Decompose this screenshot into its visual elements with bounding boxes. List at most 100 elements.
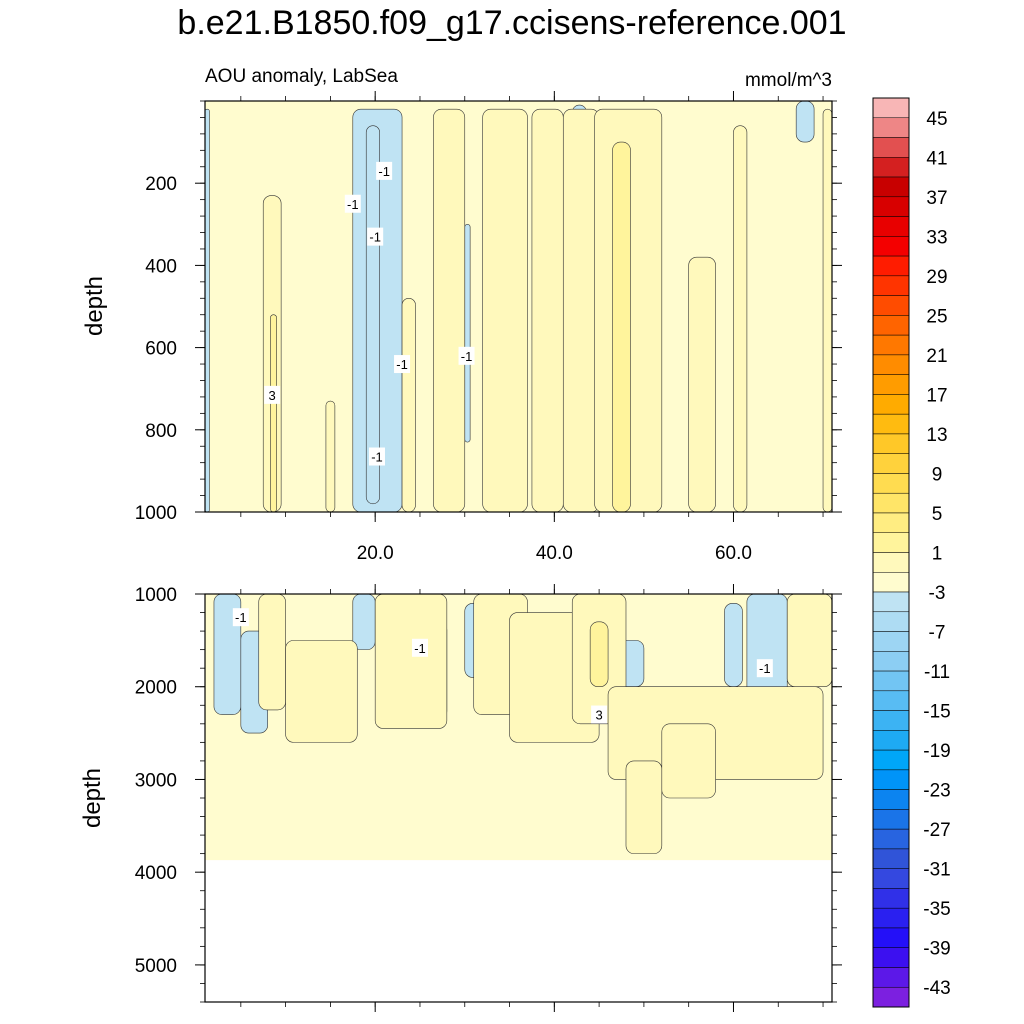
colorbar-label-1: 41	[926, 148, 947, 169]
lower-panel: 1000 2000 3000 4000 5000 -1 -1 3 -1	[135, 584, 842, 1012]
lower-contour-region-10	[374, 593, 448, 729]
colorbar-swatch-39	[872, 868, 910, 889]
colorbar-label-13: -7	[929, 623, 946, 644]
colorbar-label-5: 25	[926, 306, 947, 327]
lower-contour-region-18	[786, 593, 833, 688]
upper-contour-label-box-3	[394, 355, 411, 374]
colorbar-swatch-6	[872, 216, 910, 237]
colorbar-swatch-37	[872, 828, 910, 850]
colorbar-label-12: -3	[929, 583, 946, 604]
colorbar-swatch-5	[872, 196, 910, 217]
colorbar-swatch-1	[872, 117, 910, 138]
colorbar-swatch-23	[872, 552, 910, 573]
colorbar-swatch-0	[872, 97, 910, 119]
upper-contour-region-15	[612, 141, 631, 513]
lower-contour-label-2: 3	[595, 708, 602, 723]
upper-contour-region-10	[433, 108, 466, 513]
colorbar-swatch-15	[872, 394, 910, 415]
colorbar-swatch-16	[872, 413, 910, 435]
upper-contour-region-17	[733, 125, 748, 513]
colorbar-label-17: -23	[923, 781, 950, 802]
lower-ylabel: depth	[79, 768, 106, 828]
upper-contour-region-5	[795, 100, 815, 143]
upper-ytick-label-1: 400	[145, 256, 177, 277]
colorbar-swatch-3	[872, 157, 910, 178]
upper-contour-label-3: -1	[396, 357, 408, 372]
colorbar-label-0: 45	[926, 109, 947, 130]
lower-contour-region-2	[352, 593, 376, 650]
xtick-label-0: 20.0	[357, 543, 394, 564]
upper-contour-label-box-4	[458, 346, 475, 365]
upper-ytick-label-3: 800	[145, 421, 177, 442]
colorbar-swatch-8	[872, 255, 910, 277]
upper-contour-label-5: 3	[269, 388, 276, 403]
lower-contour-region-8	[258, 593, 286, 711]
colorbar-label-21: -39	[923, 939, 950, 960]
colorbar-label-15: -15	[923, 702, 950, 723]
lower-contour-label-box-2	[591, 705, 608, 724]
colorbar-label-19: -31	[923, 860, 950, 881]
colorbar-label-2: 37	[926, 188, 947, 209]
upper-contour-region-8	[325, 400, 336, 513]
colorbar-label-16: -19	[923, 741, 950, 762]
upper-contour-region-2	[365, 125, 380, 505]
colorbar-swatch-42	[872, 927, 910, 948]
upper-panel: 200 400 600 800 1000 20.0 40.0 60.0 -1 -1 -1 -1 -1 3 -…	[135, 91, 842, 564]
colorbar-label-8: 13	[926, 425, 947, 446]
colorbar-swatch-2	[872, 137, 910, 158]
upper-contour-region-13	[562, 108, 600, 513]
upper-ytick-label-4: 1000	[135, 503, 177, 524]
colorbar-swatch-20	[872, 492, 910, 514]
lower-ytick-label-3: 4000	[135, 863, 177, 884]
colorbar-swatch-9	[872, 275, 910, 296]
colorbar-swatch-35	[872, 789, 910, 810]
colorbar-swatch-22	[872, 532, 910, 553]
upper-contour-label-box-0	[376, 161, 393, 180]
upper-contour-label-box-5	[264, 385, 281, 404]
lower-contour-label-box-3	[756, 659, 773, 678]
upper-ytick-label-0: 200	[145, 174, 177, 195]
colorbar-swatch-43	[872, 947, 910, 968]
upper-contour-region-9	[401, 297, 416, 513]
colorbar-swatch-38	[872, 848, 910, 869]
colorbar-swatch-12	[872, 334, 910, 356]
upper-frame	[204, 100, 833, 513]
lower-ytick-label-4: 5000	[135, 956, 177, 977]
xtick-label-1: 40.0	[536, 543, 573, 564]
colorbar-label-4: 29	[926, 267, 947, 288]
colorbar-label-20: -35	[923, 899, 950, 920]
lower-contour-region-17	[661, 723, 716, 799]
colorbar-label-3: 33	[926, 227, 947, 248]
colorbar-label-10: 5	[932, 504, 943, 525]
colorbar-swatch-32	[872, 730, 910, 751]
upper-contour-label-2: -1	[369, 230, 381, 245]
upper-contour-region-3	[464, 224, 471, 443]
colorbar-swatch-31	[872, 710, 910, 731]
colorbar-swatch-4	[872, 176, 910, 198]
colorbar-swatch-34	[872, 769, 910, 790]
lower-contour-region-9	[285, 640, 358, 743]
upper-contour-label-box-2	[367, 227, 384, 246]
colorbar-swatch-7	[872, 236, 910, 257]
colorbar-swatch-10	[872, 295, 910, 316]
upper-ytick-label-2: 600	[145, 339, 177, 360]
xtick-label-2: 60.0	[715, 543, 752, 564]
colorbar-swatch-24	[872, 572, 910, 593]
upper-contour-region-12	[531, 108, 564, 513]
lower-contour-region-16	[625, 760, 663, 854]
lower-contour-label-0: -1	[235, 610, 247, 625]
colorbar-swatch-13	[872, 354, 910, 375]
colorbar-swatch-27	[872, 631, 910, 652]
colorbar: 45 41 37 33 29 25 21 17 13 9 5 1 -3 -7 -11 -15 -19 -23 -27…	[872, 97, 951, 1008]
colorbar-swatch-36	[872, 809, 910, 830]
colorbar-swatch-18	[872, 453, 910, 474]
upper-contour-label-1: -1	[347, 197, 359, 212]
colorbar-swatch-28	[872, 651, 910, 672]
colorbar-label-6: 21	[926, 346, 947, 367]
chart-units: mmol/m^3	[745, 70, 832, 91]
upper-contour-label-4: -1	[461, 349, 473, 364]
colorbar-swatch-40	[872, 888, 910, 909]
colorbar-swatch-29	[872, 670, 910, 692]
lower-ytick-label-1: 2000	[135, 678, 177, 699]
